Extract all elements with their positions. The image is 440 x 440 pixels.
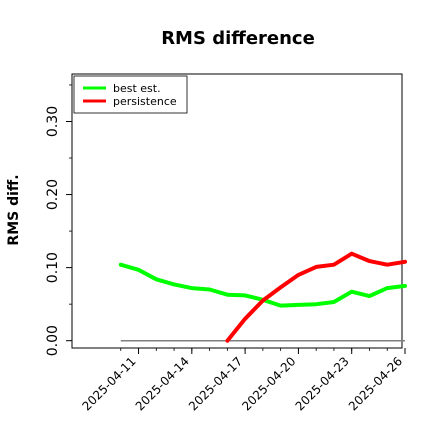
legend: best est. persistence	[73, 75, 188, 114]
y-tick-label: 0.10	[45, 252, 61, 283]
legend-box	[73, 75, 188, 114]
series-layer	[118, 251, 407, 343]
x-tick-label: 2025-04-11	[79, 354, 138, 413]
x-tick-label: 2025-04-20	[239, 354, 298, 413]
x-tick-label: 2025-04-26	[346, 354, 405, 413]
x-axis: 2025-04-112025-04-142025-04-172025-04-20…	[79, 348, 406, 413]
legend-label-persistence: persistence	[113, 95, 177, 108]
legend-label-best-est: best est.	[113, 82, 161, 95]
x-tick-label: 2025-04-14	[133, 354, 192, 413]
y-tick-label: 0.20	[45, 179, 61, 210]
x-tick-label: 2025-04-23	[293, 354, 352, 413]
plot-area	[71, 73, 403, 349]
x-tick-label: 2025-04-17	[186, 354, 245, 413]
y-axis-label: RMS diff.	[6, 174, 22, 245]
y-tick-label: 0.30	[45, 106, 61, 137]
y-axis: 0.00 0.10 0.20 0.30	[45, 84, 72, 356]
chart-title: RMS difference	[161, 28, 315, 49]
y-tick-label: 0.00	[45, 325, 61, 356]
